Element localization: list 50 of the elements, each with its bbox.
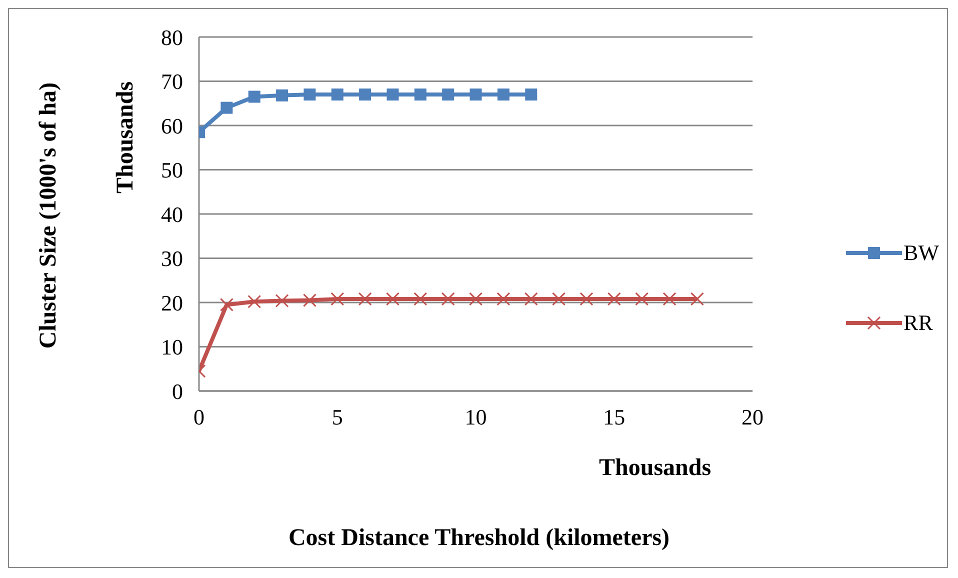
y-tick-label: 10 — [161, 334, 183, 360]
point — [441, 292, 455, 306]
y-tick-label: 0 — [172, 378, 183, 404]
x-tick-label: 5 — [332, 404, 343, 430]
y-tick-label: 20 — [161, 290, 183, 316]
point — [414, 292, 428, 306]
x-tick-label: 0 — [194, 404, 204, 430]
point — [220, 102, 233, 114]
point — [248, 294, 262, 308]
y-tick-label: 40 — [161, 202, 183, 227]
point — [580, 292, 594, 306]
point — [330, 292, 344, 306]
point — [331, 88, 344, 101]
point — [497, 88, 510, 101]
point — [525, 88, 538, 101]
point — [386, 88, 399, 101]
point — [359, 88, 372, 101]
point — [524, 292, 538, 306]
x-axis-title: Cost Distance Threshold (kilometers) — [288, 525, 670, 551]
point — [442, 88, 454, 101]
y-tick-label: 70 — [161, 69, 183, 94]
x-tick-label: 15 — [603, 404, 626, 430]
point — [469, 292, 483, 306]
legend-label: BW — [904, 239, 939, 267]
point — [276, 89, 288, 102]
text: Thousands — [112, 80, 140, 194]
y-tick-label: 50 — [161, 158, 183, 183]
point — [220, 298, 234, 312]
legend-label: RR — [904, 309, 933, 337]
y-tick-label: 60 — [161, 113, 183, 138]
point — [414, 88, 426, 101]
text: Thousands — [599, 455, 712, 482]
x-tick-label: 20 — [742, 404, 764, 430]
point — [358, 292, 372, 306]
point — [496, 292, 510, 306]
point — [248, 90, 260, 103]
point — [304, 88, 316, 101]
point — [470, 88, 482, 101]
y-tick-label: 80 — [161, 24, 183, 50]
point — [552, 292, 566, 306]
point — [607, 292, 621, 306]
point — [690, 292, 704, 306]
y-tick-label: 30 — [161, 246, 183, 272]
x-tick-label: 10 — [464, 404, 487, 430]
point — [635, 292, 649, 306]
y-axis-title: Cluster Size (1000's of ha) — [36, 82, 62, 348]
point — [302, 294, 316, 308]
point — [662, 292, 676, 306]
point — [275, 294, 289, 308]
point — [386, 292, 400, 306]
